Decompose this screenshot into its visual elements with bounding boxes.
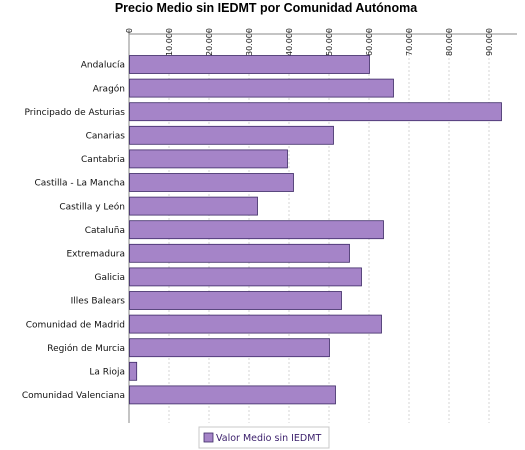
category-label: Región de Murcia [47, 343, 125, 354]
x-tick-label: 20.000 [205, 28, 214, 56]
bar [129, 314, 382, 334]
category-label: Extremadura [67, 250, 126, 260]
bar [129, 338, 330, 358]
category-label: Illes Balears [71, 297, 126, 307]
x-tick-label: 80.000 [445, 28, 454, 56]
gridlines [168, 34, 490, 423]
category-label: Comunidad de Madrid [26, 320, 125, 330]
legend: Valor Medio sin IEDMT [198, 426, 330, 449]
x-tick-label: 0 [125, 28, 134, 33]
category-label: Canarias [86, 132, 126, 142]
x-tick-label: 60.000 [365, 28, 374, 56]
category-label: Cantabria [81, 155, 125, 165]
category-label: Principado de Asturias [24, 108, 125, 118]
x-tick-label: 90.000 [485, 28, 494, 56]
x-tick-label: 70.000 [405, 28, 414, 56]
bar [129, 267, 362, 287]
bars [129, 55, 502, 405]
x-tick-label: 10.000 [165, 28, 174, 56]
bar [129, 173, 294, 192]
legend-swatch [203, 432, 214, 443]
x-tick-label: 50.000 [325, 28, 334, 56]
category-label: Andalucía [81, 61, 125, 71]
bar [129, 196, 258, 216]
x-tick-label: 30.000 [245, 28, 254, 56]
bar [129, 149, 288, 169]
bar [129, 385, 336, 405]
x-axis: 0 10.000 20.000 30.000 40.000 50.000 60.000 70.… [125, 28, 517, 423]
bar [129, 102, 502, 122]
legend-label: Valor Medio sin IEDMT [216, 433, 321, 444]
category-label: Castilla y León [59, 201, 125, 212]
bar [129, 243, 350, 263]
bar [129, 291, 342, 310]
bar [129, 220, 384, 240]
bar [129, 55, 370, 74]
chart-title: Precio Medio sin IEDMT por Comunidad Aut… [115, 1, 418, 15]
category-label: Cataluña [85, 226, 125, 236]
category-label: Castilla - La Mancha [34, 179, 125, 189]
bar [129, 361, 138, 381]
category-label: Galicia [95, 273, 125, 283]
category-label: Aragón [93, 83, 125, 94]
legend-box [198, 426, 330, 449]
category-labels: Andalucía Aragón Principado de Asturias Can… [22, 61, 125, 401]
category-label: Comunidad Valenciana [22, 391, 125, 401]
bar [129, 78, 394, 98]
category-label: La Rioja [89, 368, 125, 378]
bar [129, 125, 334, 145]
x-tick-label: 40.000 [285, 28, 294, 56]
